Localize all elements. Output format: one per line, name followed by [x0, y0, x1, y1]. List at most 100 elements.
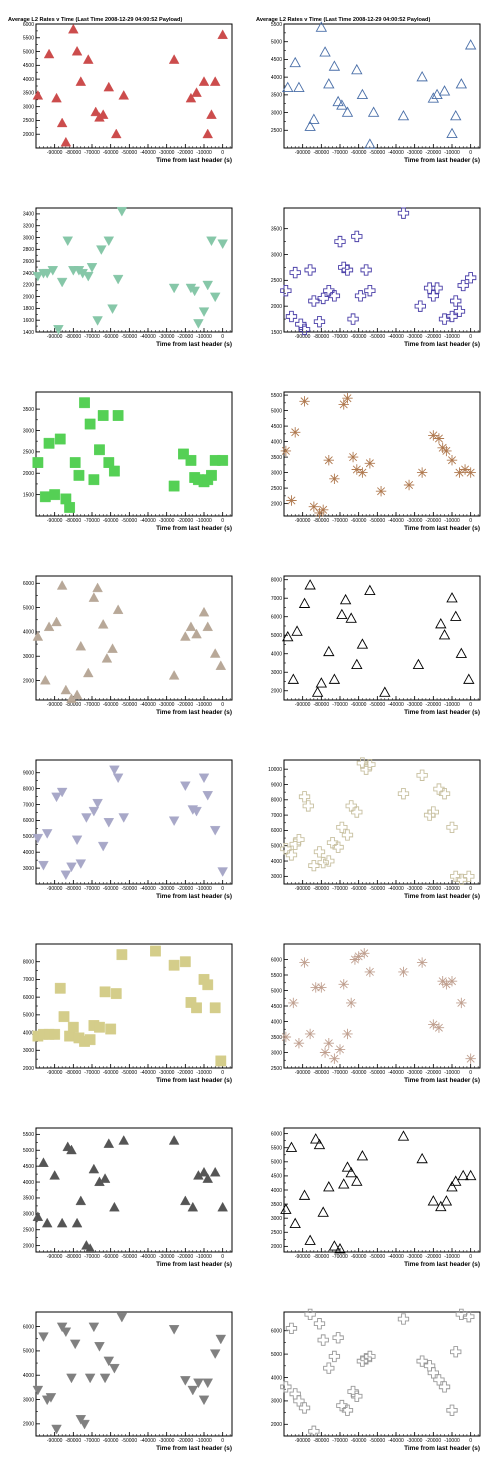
x-tick-label: -40000	[388, 1070, 404, 1076]
data-point	[304, 120, 316, 131]
data-point	[438, 1381, 451, 1393]
data-point	[431, 88, 443, 100]
data-point	[289, 266, 301, 279]
x-tick-label: -80000	[66, 1254, 82, 1260]
x-tick-label: -90000	[47, 334, 63, 340]
data-point	[379, 686, 391, 697]
data-point	[428, 430, 439, 441]
x-tick-label: -80000	[66, 702, 82, 708]
y-tick-label: 4000	[23, 1180, 34, 1186]
data-point	[97, 109, 109, 119]
y-tick-label: 3000	[23, 1397, 34, 1403]
data-point	[427, 92, 440, 103]
data-point	[41, 269, 53, 279]
y-tick-label: 2500	[23, 450, 34, 456]
x-tick-label: -80000	[66, 518, 82, 524]
x-tick-label: -10000	[196, 1070, 212, 1076]
x-tick-label: 0	[221, 1070, 224, 1076]
data-point	[193, 319, 204, 329]
y-tick-label: 3000	[23, 866, 34, 872]
data-point	[341, 106, 354, 117]
data-point	[103, 1356, 115, 1367]
data-point	[280, 1031, 292, 1043]
x-tick-label: -80000	[314, 702, 330, 708]
x-tick-label: -10000	[196, 150, 212, 156]
x-tick-label: 0	[469, 334, 472, 340]
x-tick-label: -40000	[140, 150, 156, 156]
x-tick-label: -60000	[351, 1438, 367, 1444]
data-point	[191, 628, 202, 639]
x-tick-label: -80000	[314, 1254, 330, 1260]
y-tick-label: 3400	[23, 212, 34, 218]
data-point	[107, 304, 118, 314]
data-point	[323, 1038, 334, 1049]
data-point	[318, 504, 329, 515]
data-point	[99, 1173, 111, 1183]
y-tick-label: 3000	[271, 1050, 282, 1056]
y-tick-label: 3000	[271, 252, 282, 258]
x-tick-label: 0	[469, 1438, 472, 1444]
x-tick-label: -60000	[351, 1070, 367, 1076]
data-point	[364, 138, 376, 149]
data-point	[328, 60, 341, 71]
scatter-plot: 2000 2500 3000 3500 4000 4500 5000 5500 -90000 -8…	[271, 391, 481, 532]
data-point	[441, 979, 452, 990]
data-point	[64, 502, 75, 513]
x-tick-label: -90000	[47, 1254, 63, 1260]
data-point	[351, 230, 363, 243]
y-tick-label: 4000	[23, 1030, 34, 1036]
x-axis-label: Time from last header (s)	[156, 1445, 232, 1452]
data-point	[53, 325, 64, 335]
y-tick-label: 6000	[271, 615, 282, 621]
x-tick-label: -20000	[426, 1254, 442, 1260]
data-point	[79, 397, 90, 409]
x-tick-label: -80000	[314, 150, 330, 156]
x-tick-label: -80000	[314, 518, 330, 524]
x-tick-label: 0	[469, 1254, 472, 1260]
x-tick-label: -10000	[444, 1070, 460, 1076]
data-point	[416, 467, 428, 478]
y-tick-label: 5000	[23, 605, 34, 611]
y-tick-label: 2000	[23, 294, 34, 300]
data-point	[209, 826, 221, 836]
data-point	[403, 479, 415, 491]
data-point	[217, 239, 228, 250]
x-tick-label: -40000	[140, 334, 156, 340]
data-point	[97, 619, 109, 629]
data-point	[56, 1322, 68, 1333]
x-tick-label: -50000	[370, 886, 386, 892]
data-point	[465, 467, 476, 478]
y-tick-label: 3500	[23, 91, 34, 97]
data-point	[198, 1166, 210, 1177]
y-tick-label: 3200	[23, 224, 34, 230]
scatter-plot: 2000 3000 4000 5000 6000 7000 8000 -90000 -80000…	[271, 575, 481, 716]
data-point	[457, 279, 469, 292]
data-point	[49, 1028, 61, 1040]
data-point	[329, 473, 340, 484]
x-tick-label: -70000	[84, 334, 100, 340]
data-point	[209, 76, 221, 86]
y-tick-label: 2000	[271, 1244, 282, 1250]
data-point	[180, 1376, 191, 1386]
x-tick-label: -80000	[66, 334, 82, 340]
x-tick-label: -50000	[370, 150, 386, 156]
data-point	[414, 300, 426, 312]
data-point	[202, 280, 214, 291]
x-tick-label: -50000	[370, 1438, 386, 1444]
data-point	[375, 486, 387, 497]
x-tick-label: -70000	[332, 518, 348, 524]
scatter-plot: Average L2 Rates v Time (Last Time 2008-…	[256, 17, 481, 164]
x-tick-label: -80000	[66, 1438, 82, 1444]
data-point	[455, 1308, 467, 1320]
y-tick-label: 3500	[271, 455, 282, 461]
data-point	[187, 1385, 199, 1396]
data-point	[198, 606, 210, 617]
scatter-plot: 300040005000600070008000900010000-90000-…	[268, 757, 481, 900]
data-point	[308, 859, 320, 872]
x-tick-label: 0	[221, 150, 224, 156]
data-point	[110, 988, 122, 999]
x-tick-label: -20000	[426, 702, 442, 708]
x-tick-label: -20000	[178, 334, 194, 340]
x-tick-label: -90000	[47, 1070, 63, 1076]
data-point	[54, 433, 66, 445]
